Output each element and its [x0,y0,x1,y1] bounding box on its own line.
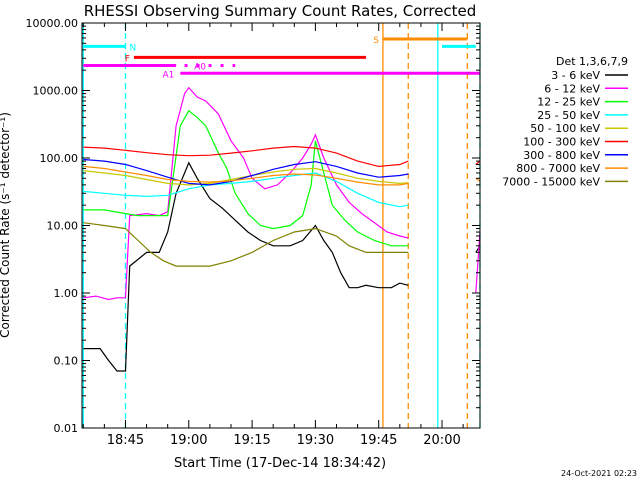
y-tick-label-2: 1.00 [54,287,79,300]
series-line-25-50-kev [83,172,409,208]
y-tick-label-6: 10000.00 [26,17,79,30]
series-line-100-300-kev [83,145,409,168]
flag-label-n: N [129,43,136,53]
x-tick-label-4: 19:45 [360,433,397,448]
y-tick-label-4: 100.00 [40,152,79,165]
tail-line-100-300-kev [475,160,481,165]
series-line-300-800-kev [83,158,409,186]
legend-label-12-25-kev: 12 - 25 keV [537,96,600,109]
series-line-12-25-kev [83,109,409,247]
y-tick-label-3: 10.00 [47,220,79,233]
y-tick-label-1: 0.10 [54,355,79,368]
vertical-markers [82,23,481,428]
legend-label-6-12-kev: 6 - 12 keV [544,82,600,95]
y-axis: 0.01 0.10 1.00 10.00 100.00 1000.00 10000.00 [26,17,480,435]
x-tick-label-1: 19:00 [170,433,207,448]
y-tick-label-0: 0.01 [54,422,79,435]
legend-label-100-300-kev: 100 - 300 keV [523,136,600,149]
flag-label-f: F [125,54,130,64]
legend-label-300-800-kev: 300 - 800 keV [523,149,600,162]
legend-label-800-7000-kev: 800 - 7000 keV [516,162,600,175]
legend-label-3-6-kev: 3 - 6 keV [551,69,600,82]
x-tick-label-3: 19:30 [297,433,334,448]
x-tick-label-5: 20:00 [423,433,460,448]
flag-label-a1: A1 [162,70,174,80]
tail-line-6-12-kev [475,231,481,294]
legend-title: Det 1,3,6,7,9 [556,55,628,68]
flag-label-a0: A0 [194,62,206,72]
y-axis-label: Corrected Count Rate (s⁻¹ detector⁻¹) [0,112,12,338]
timestamp: 24-Oct-2021 02:23 [561,469,637,478]
series-line-3-6-kev [83,161,409,372]
legend-label-7000-15000-kev: 7000 - 15000 keV [502,175,600,188]
series-line-800-7000-kev [83,165,409,186]
plot-frame [81,22,481,429]
legend-label-25-50-kev: 25 - 50 keV [537,109,600,122]
x-tick-label-2: 19:15 [233,433,270,448]
flag-label-s: S [373,36,379,46]
x-axis-label: Start Time (17-Dec-14 18:34:42) [174,456,386,471]
y-tick-label-5: 1000.00 [33,85,79,98]
legend-label-50-100-kev: 50 - 100 keV [530,122,600,135]
series-line-7000-15000-kev [83,222,409,267]
x-tick-label-0: 18:45 [107,433,144,448]
x-axis: 18:45 19:00 19:15 19:30 19:45 20:00 [82,23,464,448]
series-lines [83,86,481,372]
chart-title: RHESSI Observing Summary Count Rates, Co… [84,2,477,20]
flag-bars: NF A0 A1 S [83,36,480,80]
